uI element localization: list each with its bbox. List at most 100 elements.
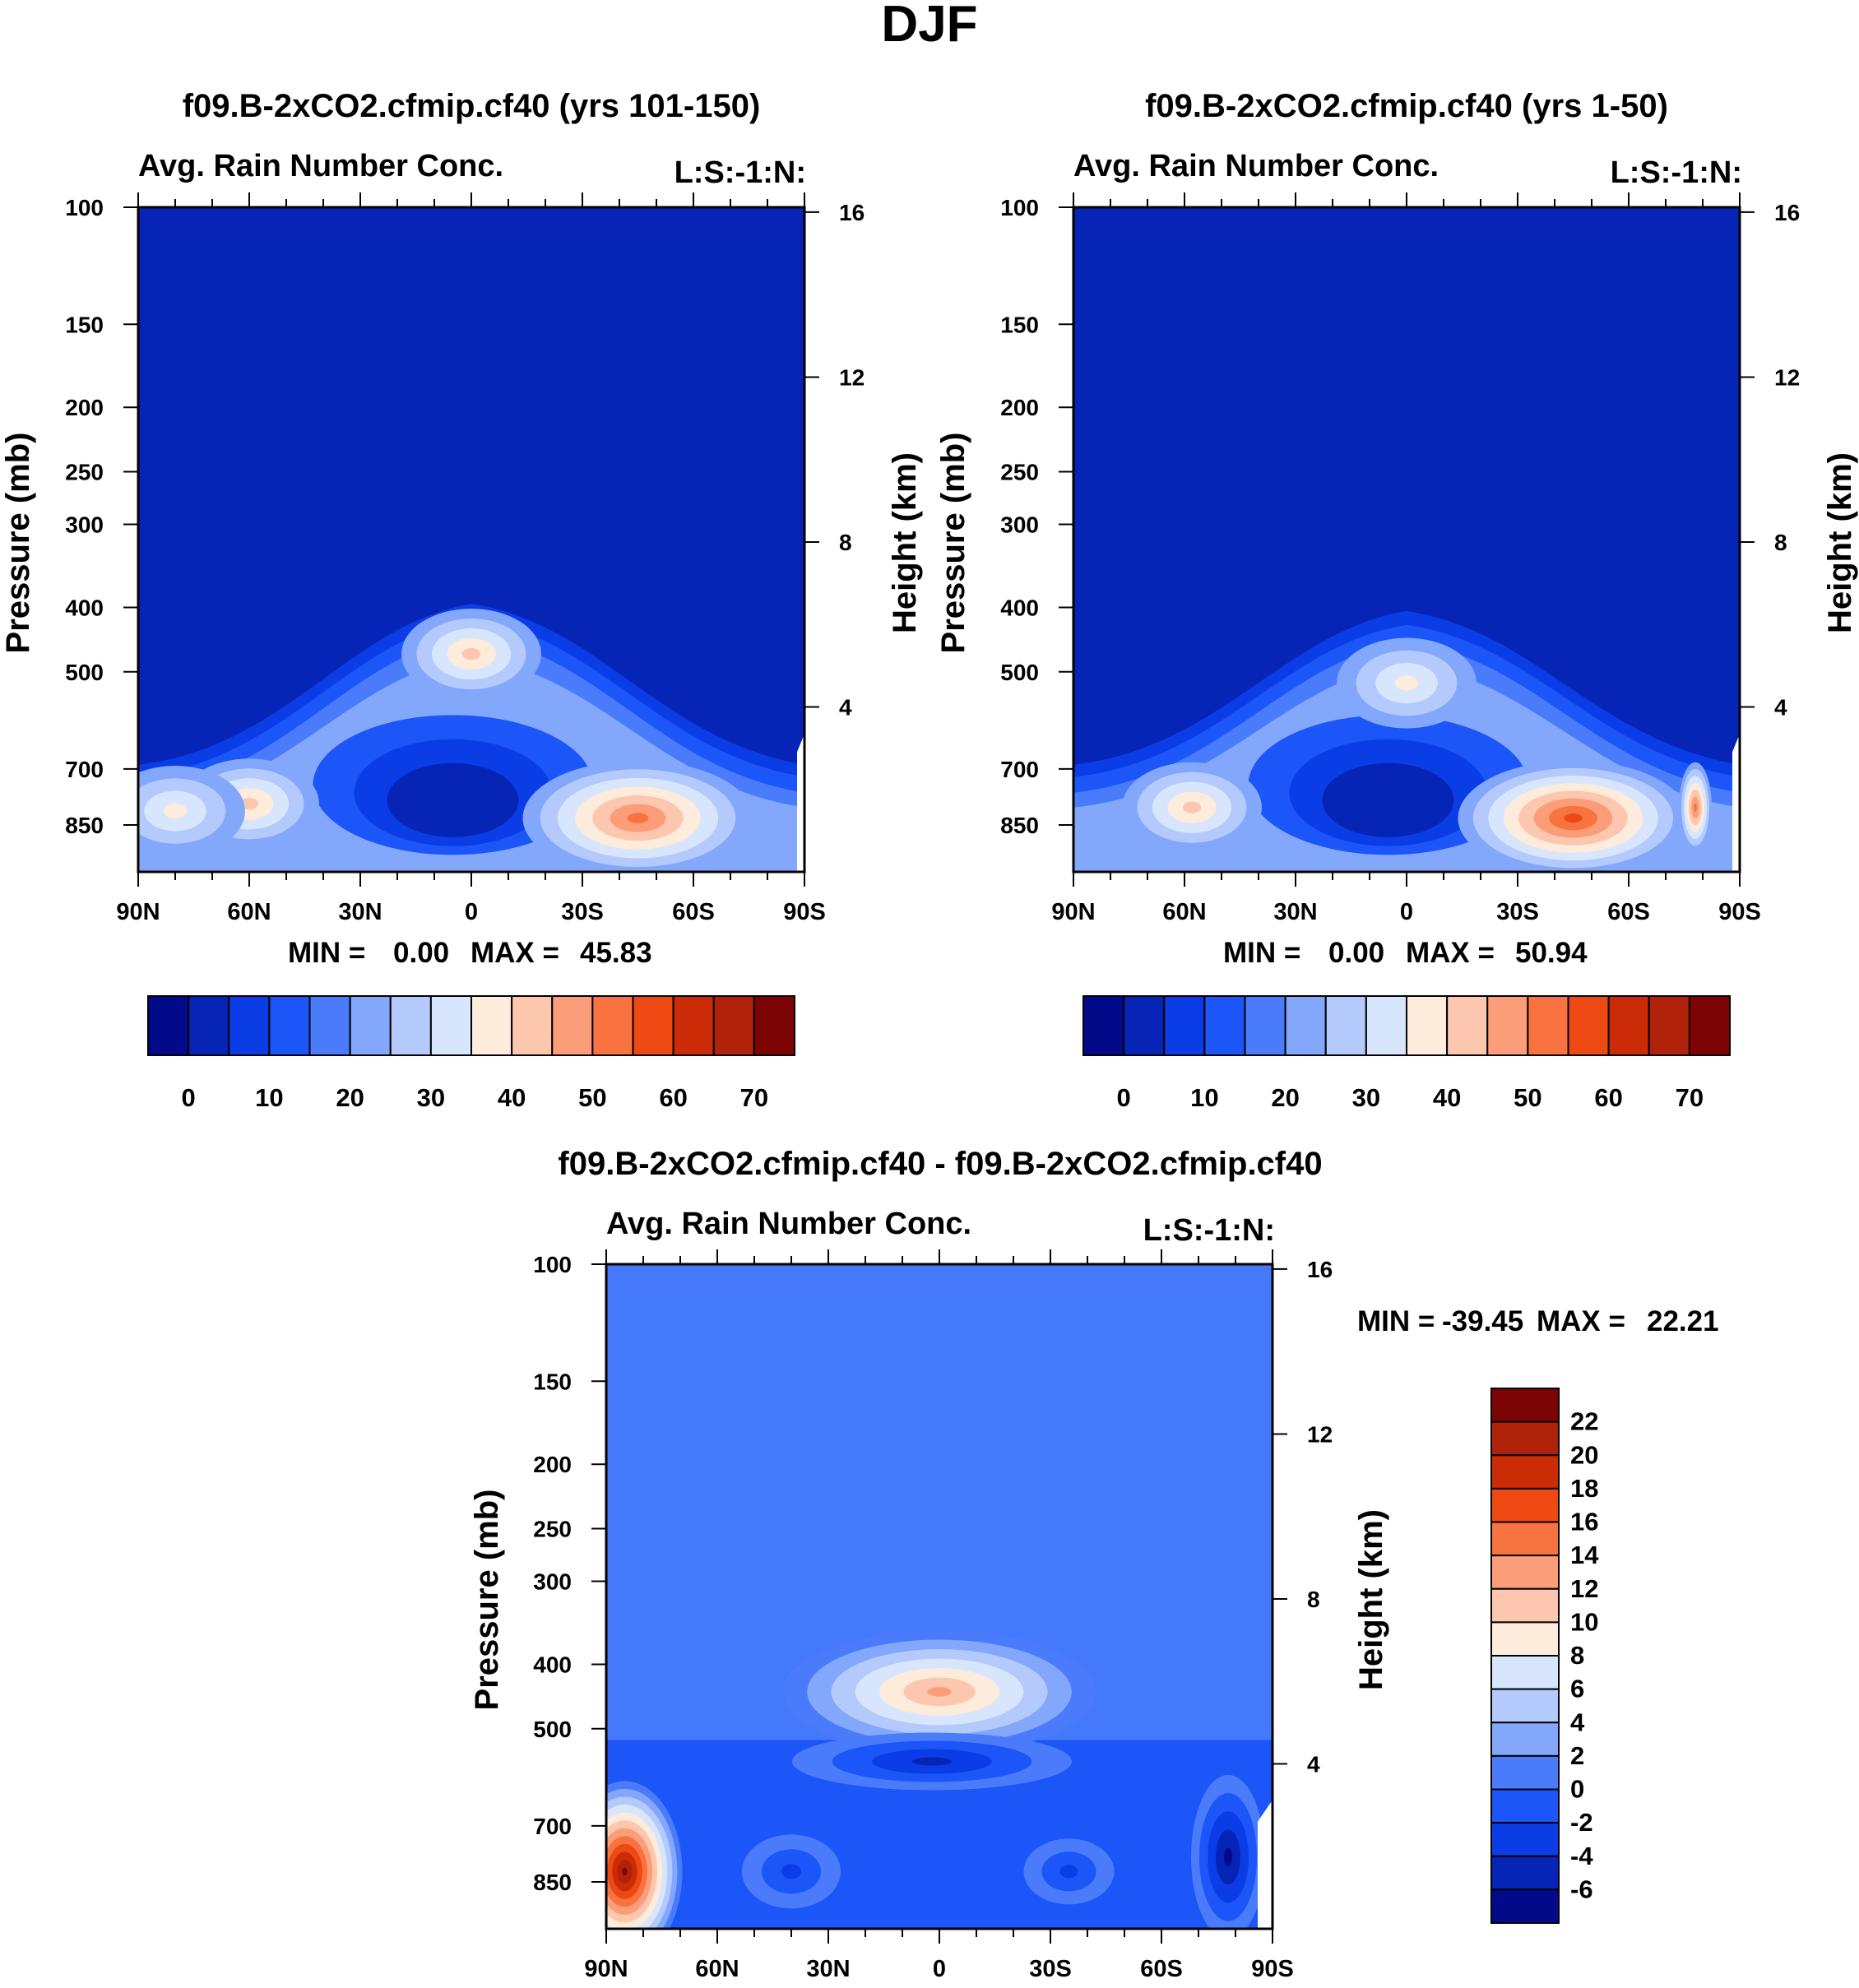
colorbar-cell (1527, 995, 1569, 1056)
colorbar-label: 18 (1570, 1474, 1598, 1503)
colorbar-label: 22 (1570, 1407, 1598, 1436)
colorbar-cell (591, 995, 634, 1056)
contour-level (163, 803, 188, 819)
colorbar-cell (1244, 995, 1286, 1056)
x-tick-label: 60S (672, 899, 715, 925)
colorbar-cell (1123, 995, 1166, 1056)
colorbar-cell (228, 995, 271, 1056)
colorbar-label: -2 (1570, 1808, 1593, 1837)
colorbar-cell (1567, 995, 1610, 1056)
contour-field (606, 1264, 1273, 1929)
colorbar-cell (1607, 995, 1650, 1056)
colorbar-label: 0 (182, 1083, 196, 1112)
colorbar-label: 8 (1570, 1641, 1584, 1670)
colorbar-label: 10 (255, 1083, 283, 1112)
colorbar-label: 70 (1676, 1083, 1704, 1112)
terrain-mask (797, 734, 804, 872)
y-tick-label: 100 (533, 1252, 572, 1277)
colorbar-cell (1490, 1521, 1560, 1557)
y-tick-label: 700 (1000, 757, 1039, 782)
x-tick-label: 30S (561, 899, 604, 925)
min-label: MIN = (1357, 1305, 1435, 1337)
colorbar-cell (1490, 1388, 1560, 1423)
colorbar-cell (1490, 1487, 1560, 1523)
y-tick-label: 150 (1000, 312, 1039, 337)
panel-subtitle-right: L:S:-1:N: (1611, 155, 1742, 190)
x-tick-label: 0 (1400, 899, 1413, 925)
x-tick-label: 60N (227, 899, 271, 925)
x-tick-label: 90S (1718, 899, 1761, 925)
y-right-tick-label: 12 (839, 364, 865, 390)
x-tick-label: 30S (1496, 899, 1539, 925)
x-tick-label: 30N (1273, 899, 1317, 925)
y-tick-label: 300 (65, 512, 104, 538)
y-tick-label: 400 (1000, 595, 1039, 620)
y-tick-label: 300 (533, 1569, 572, 1595)
colorbar-cell (349, 995, 392, 1056)
colorbar-label: 70 (740, 1083, 768, 1112)
y-right-tick-label: 16 (1774, 200, 1800, 225)
y-axis-label: Pressure (mb) (0, 433, 36, 654)
colorbar-cell (308, 995, 351, 1056)
y-tick-label: 150 (533, 1369, 572, 1394)
colorbar-label: 14 (1570, 1541, 1599, 1569)
colorbar-cell (1406, 995, 1449, 1056)
x-tick-label: 30N (806, 1956, 850, 1982)
y-right-tick-label: 8 (1774, 530, 1787, 555)
colorbar-cell (389, 995, 432, 1056)
max-label: MAX = (471, 937, 559, 969)
colorbar-cell (1490, 1855, 1560, 1891)
colorbar-cell (1490, 1822, 1560, 1857)
y-axis-label: Pressure (mb) (469, 1490, 505, 1711)
colorbar-cell (1490, 1555, 1560, 1590)
y-tick-label: 250 (65, 460, 104, 485)
panel-bottom-difference: f09.B-2xCO2.cfmip.cf40 - f09.B-2xCO2.cfm… (469, 1146, 1719, 1982)
x-axis: 90N 60N 30N 0 30S 60S 90S (116, 192, 826, 925)
colorbar-cell (1446, 995, 1489, 1056)
y-tick-label: 250 (1000, 460, 1039, 485)
colorbar: 0 10 20 30 40 50 60 70 (147, 995, 795, 1112)
colorbar-cell (1490, 1454, 1560, 1490)
x-tick-label: 60N (1162, 899, 1206, 925)
contour-field (1073, 207, 1740, 872)
x-tick-label: 0 (933, 1956, 946, 1982)
x-tick-label: 30S (1029, 1956, 1072, 1982)
colorbar-cell (1490, 1788, 1560, 1824)
contour-level (1059, 1865, 1078, 1879)
x-tick-label: 60S (1140, 1956, 1183, 1982)
colorbar-label: 50 (578, 1083, 606, 1112)
y-tick-label: 200 (65, 395, 104, 420)
y-axis-label-right: Height (km) (887, 452, 923, 633)
y-axis-right: 16 12 8 4 (1273, 1257, 1333, 1777)
x-tick-label: 30N (338, 899, 382, 925)
colorbar-cell (511, 995, 554, 1056)
y-right-tick-label: 16 (839, 200, 865, 225)
y-right-tick-label: 12 (1774, 364, 1800, 390)
colorbar-cell (1490, 1688, 1560, 1724)
y-right-tick-label: 12 (1307, 1421, 1333, 1447)
max-value: 22.21 (1647, 1305, 1719, 1337)
figure-title: DJF (881, 0, 977, 53)
x-tick-label: 60S (1607, 899, 1650, 925)
contour-level (1322, 762, 1454, 837)
y-axis: 100 150 200 250 300 400 500 700 850 (65, 195, 138, 838)
contour-level (1394, 675, 1419, 691)
min-value: 0.00 (393, 937, 449, 969)
colorbar-label: 16 (1570, 1508, 1598, 1536)
panel-title: f09.B-2xCO2.cfmip.cf40 - f09.B-2xCO2.cfm… (558, 1146, 1322, 1182)
panel-subtitle-right: L:S:-1:N: (675, 155, 806, 190)
colorbar-cell (1688, 995, 1731, 1056)
colorbar-cell (1490, 1587, 1560, 1624)
colorbar-label: 20 (1570, 1440, 1598, 1469)
y-axis: 100 150 200 250 300 400 500 700 850 (1000, 195, 1073, 838)
y-tick-label: 100 (1000, 195, 1039, 220)
contour-level (1224, 1847, 1232, 1866)
colorbar-cell (1490, 1888, 1560, 1924)
x-tick-label: 60N (695, 1956, 739, 1982)
min-label: MIN = (1223, 937, 1300, 969)
contour-level (1182, 801, 1202, 813)
colorbar-cell (1284, 995, 1327, 1056)
min-value: -39.45 (1442, 1305, 1523, 1337)
colorbar-cell (1490, 1722, 1560, 1757)
colorbar-label: 20 (336, 1083, 364, 1112)
